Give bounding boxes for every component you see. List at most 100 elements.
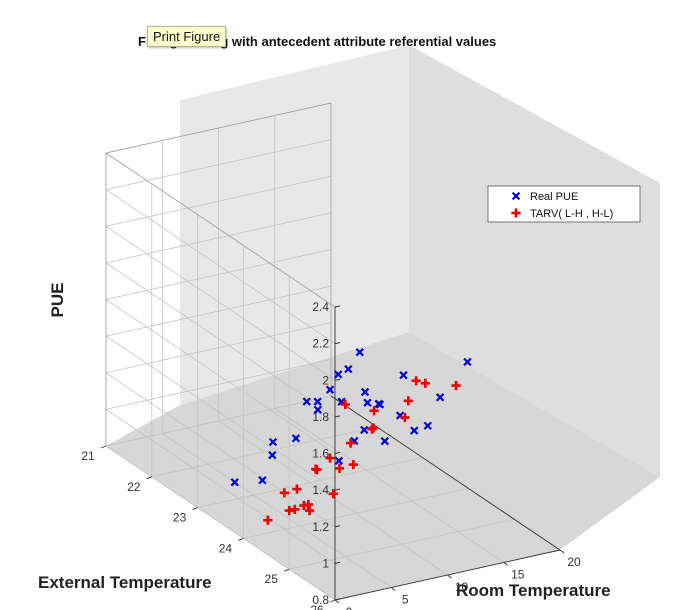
- y-tick-label: 21: [81, 449, 95, 463]
- grid-line: [105, 299, 336, 454]
- tarv-marker: [348, 460, 358, 470]
- real-pue-marker: [423, 421, 432, 430]
- x-axis-ticks: 0 5 10 15 20: [334, 549, 581, 610]
- x-tick-label: 5: [402, 593, 409, 607]
- z-tick-label: 1.2: [312, 520, 329, 534]
- grid-line: [105, 189, 336, 344]
- tarv-marker: [345, 438, 356, 448]
- real-pue-marker: [410, 426, 419, 435]
- real-pue-marker: [230, 478, 239, 487]
- real-pue-marker: [325, 385, 335, 394]
- x-tick-mark: [334, 599, 340, 604]
- y-tick-label: 26: [310, 603, 324, 610]
- y-axis-label: External Temperature: [38, 573, 212, 592]
- z-axis-ticks: 0.8 1 1.2 1.4 1.6 1.8 2 2.2 2.4: [312, 300, 341, 607]
- grid-line: [105, 262, 336, 418]
- legend-marker-real-pue: [511, 191, 521, 201]
- z-tick-label: 1.4: [312, 483, 329, 497]
- back-wall-pane: [180, 45, 409, 405]
- z-tick-mark: [334, 305, 341, 308]
- real-pue-marker: [258, 476, 267, 485]
- real-pue-marker: [380, 436, 390, 446]
- chart-title: Fitting Traning with antecedent attribut…: [138, 34, 496, 49]
- z-tick-label: 0.8: [312, 593, 329, 607]
- y-tick-mark: [329, 599, 336, 603]
- x-tick-mark: [559, 549, 565, 554]
- y-tick-label: 23: [173, 511, 187, 525]
- tarv-marker: [328, 489, 338, 499]
- grid-line: [274, 408, 504, 563]
- x-tick-mark: [390, 587, 396, 591]
- grid-line: [105, 225, 336, 381]
- real-pue-marker: [363, 398, 372, 407]
- grid-line: [105, 335, 336, 491]
- grid-line: [105, 445, 336, 601]
- x-tick-label: 20: [567, 555, 581, 569]
- x-tick-mark: [447, 574, 452, 579]
- real-pue-marker: [360, 387, 370, 397]
- tarv-marker: [263, 515, 273, 525]
- x-tick-label: 10: [455, 580, 469, 594]
- grid-line: [105, 409, 336, 564]
- tarv-marker: [400, 412, 410, 423]
- real-pue-marker: [360, 425, 369, 435]
- tarv-marker: [411, 376, 421, 386]
- x-tick-mark: [503, 562, 509, 566]
- x-axis-label: Room Temperature: [456, 581, 611, 600]
- real-pue-marker: [463, 357, 472, 367]
- tarv-marker: [451, 380, 461, 391]
- y-tick-label: 24: [219, 541, 233, 555]
- z-tick-mark: [334, 378, 341, 381]
- z-tick-mark: [334, 598, 341, 601]
- y-axis-ticks: 21 22 23 24 25 26: [81, 445, 336, 610]
- z-tick-mark: [334, 488, 341, 491]
- real-pue-marker: [435, 393, 445, 402]
- y-tick-label: 25: [265, 572, 279, 586]
- tarv-marker: [420, 378, 430, 388]
- y-tick-mark: [146, 476, 152, 480]
- real-pue-marker: [313, 397, 322, 406]
- real-pue-marker: [302, 397, 311, 406]
- real-pue-marker: [374, 399, 383, 409]
- tarv-marker: [279, 488, 289, 498]
- x-tick-label: 0: [346, 605, 353, 610]
- tarv-marker: [403, 396, 413, 406]
- x-tick-label: 15: [511, 568, 525, 582]
- box-edge: [330, 395, 561, 551]
- y-tick-mark: [284, 568, 290, 572]
- real-pue-marker: [268, 437, 278, 447]
- z-tick-mark: [334, 452, 341, 454]
- z-tick-mark: [334, 525, 341, 528]
- tarv-marker: [369, 406, 379, 416]
- box-edge: [105, 102, 332, 154]
- tarv-marker: [311, 464, 321, 474]
- real-pue-marker: [291, 434, 301, 443]
- y-tick-mark: [100, 445, 107, 449]
- tarv-marker: [367, 424, 377, 434]
- grid-line: [162, 433, 392, 588]
- tarv-marker: [303, 499, 313, 510]
- z-tick-mark: [334, 342, 341, 345]
- z-tick-label: 2: [322, 373, 329, 387]
- legend-marker-tarv: [511, 208, 521, 218]
- right-wall-pane: [409, 45, 660, 477]
- real-pue-marker: [334, 370, 343, 379]
- z-axis-label: PUE: [48, 283, 67, 318]
- real-pue-marker: [355, 347, 364, 357]
- grid-line: [105, 372, 336, 528]
- box-edge: [105, 152, 336, 308]
- tarv-marker: [340, 399, 350, 410]
- real-pue-marker: [334, 456, 344, 465]
- tarv-marker: [290, 504, 300, 514]
- legend-label-real-pue: Real PUE: [530, 191, 578, 203]
- y-tick-mark: [192, 507, 198, 511]
- real-pue-marker: [313, 405, 322, 414]
- z-tick-mark: [334, 415, 341, 418]
- legend: Real PUE TARV( L-H , H-L): [487, 185, 641, 223]
- z-tick-label: 1: [322, 556, 329, 570]
- z-tick-label: 2.4: [312, 300, 329, 314]
- real-pue-marker: [268, 450, 277, 460]
- legend-label-tarv: TARV( L-H , H-L): [530, 208, 613, 220]
- real-pue-marker: [399, 370, 408, 380]
